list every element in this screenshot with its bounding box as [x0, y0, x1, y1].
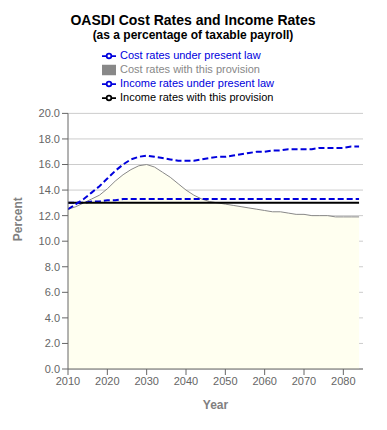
html-text:Cost rates with this provision: Cost rates with this provision: [120, 63, 260, 76]
svg-text:0.0: 0.0: [45, 363, 60, 375]
svg-text:20.0: 20.0: [39, 107, 60, 119]
svg-text:6.0: 6.0: [45, 286, 60, 298]
html-text:OASDI Cost Rates and Income Ra: OASDI Cost Rates and Income Rates: [70, 12, 316, 28]
html-text:Income rates with this provisi: Income rates with this provision: [120, 91, 274, 104]
svg-text:2070: 2070: [292, 375, 316, 387]
html-text:(as a percentage of taxable pa: (as a percentage of taxable payroll): [92, 28, 294, 42]
svg-text:8.0: 8.0: [45, 261, 60, 273]
svg-text:16.0: 16.0: [39, 158, 60, 170]
html-text:Income rates under present law: Income rates under present law: [120, 77, 274, 90]
svg-text:Year: Year: [203, 398, 229, 412]
svg-text:2080: 2080: [331, 375, 355, 387]
svg-text:2050: 2050: [213, 375, 237, 387]
svg-text:2010: 2010: [56, 375, 80, 387]
svg-text:12.0: 12.0: [39, 210, 60, 222]
svg-text:2060: 2060: [252, 375, 276, 387]
svg-text:2030: 2030: [134, 375, 158, 387]
html-text:Cost rates under present law: Cost rates under present law: [120, 49, 261, 61]
svg-text:18.0: 18.0: [39, 133, 60, 145]
svg-text:14.0: 14.0: [39, 184, 60, 196]
svg-text:2020: 2020: [95, 375, 119, 387]
svg-text:10.0: 10.0: [39, 235, 60, 247]
svg-text:2.0: 2.0: [45, 337, 60, 349]
svg-text:2040: 2040: [174, 375, 198, 387]
svg-text:4.0: 4.0: [45, 312, 60, 324]
svg-text:Percent: Percent: [11, 197, 25, 241]
